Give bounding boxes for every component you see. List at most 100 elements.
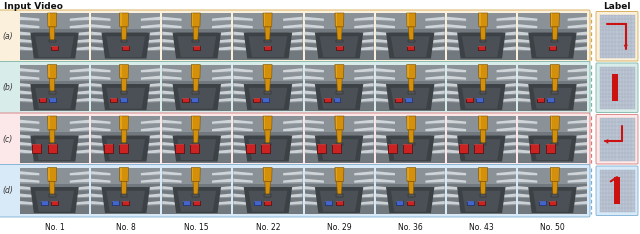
Polygon shape xyxy=(141,24,160,28)
Polygon shape xyxy=(141,32,160,36)
Polygon shape xyxy=(426,91,445,95)
Bar xyxy=(112,201,119,202)
Polygon shape xyxy=(212,98,232,102)
Polygon shape xyxy=(376,182,395,183)
Bar xyxy=(466,98,473,102)
Polygon shape xyxy=(568,24,587,28)
Polygon shape xyxy=(234,175,253,176)
Polygon shape xyxy=(163,83,182,87)
Polygon shape xyxy=(141,71,160,73)
Bar xyxy=(479,91,486,94)
Polygon shape xyxy=(141,101,160,103)
Polygon shape xyxy=(177,88,216,109)
Polygon shape xyxy=(552,78,557,91)
Bar xyxy=(333,98,340,99)
Bar xyxy=(192,91,199,94)
Polygon shape xyxy=(212,86,232,88)
Bar xyxy=(325,201,332,202)
Polygon shape xyxy=(173,33,221,58)
Bar xyxy=(324,98,331,102)
Polygon shape xyxy=(550,13,559,27)
Polygon shape xyxy=(163,17,182,21)
Polygon shape xyxy=(568,101,587,103)
Bar xyxy=(551,117,552,128)
Polygon shape xyxy=(426,138,445,139)
Polygon shape xyxy=(408,27,414,40)
Bar xyxy=(39,98,46,102)
Polygon shape xyxy=(283,83,303,87)
Polygon shape xyxy=(141,86,160,88)
Polygon shape xyxy=(518,20,537,22)
Polygon shape xyxy=(163,182,182,183)
Polygon shape xyxy=(212,194,232,198)
Polygon shape xyxy=(426,35,445,37)
Bar xyxy=(478,201,484,205)
Polygon shape xyxy=(568,47,587,51)
Polygon shape xyxy=(355,171,374,176)
Bar xyxy=(91,116,160,132)
Polygon shape xyxy=(518,101,537,103)
Polygon shape xyxy=(141,91,160,95)
Polygon shape xyxy=(426,17,445,21)
Polygon shape xyxy=(234,91,253,95)
Bar xyxy=(551,65,552,77)
Bar xyxy=(163,168,232,214)
Polygon shape xyxy=(234,142,253,146)
Bar xyxy=(192,194,199,197)
Polygon shape xyxy=(212,94,232,95)
Polygon shape xyxy=(141,171,160,176)
Polygon shape xyxy=(355,24,374,28)
Polygon shape xyxy=(497,145,516,147)
Polygon shape xyxy=(305,68,324,72)
Polygon shape xyxy=(20,145,39,147)
Polygon shape xyxy=(568,83,587,87)
Bar xyxy=(335,201,342,205)
Polygon shape xyxy=(305,201,324,205)
Polygon shape xyxy=(305,32,324,36)
Polygon shape xyxy=(163,138,182,139)
Polygon shape xyxy=(497,71,516,73)
Polygon shape xyxy=(234,186,253,190)
Bar xyxy=(518,116,587,132)
Polygon shape xyxy=(163,171,182,176)
Bar xyxy=(324,98,331,99)
Bar xyxy=(478,47,484,50)
Bar xyxy=(191,98,198,99)
Polygon shape xyxy=(102,84,150,110)
Bar xyxy=(447,116,516,132)
Polygon shape xyxy=(20,24,39,28)
Polygon shape xyxy=(355,35,374,37)
Bar xyxy=(404,98,412,99)
Polygon shape xyxy=(518,24,537,28)
Polygon shape xyxy=(70,153,89,154)
Text: No. 43: No. 43 xyxy=(469,223,493,232)
FancyBboxPatch shape xyxy=(596,11,638,61)
Polygon shape xyxy=(20,120,39,124)
Polygon shape xyxy=(20,123,39,124)
Polygon shape xyxy=(497,86,516,88)
Polygon shape xyxy=(376,83,395,87)
Polygon shape xyxy=(497,50,516,51)
Bar xyxy=(518,13,587,59)
Polygon shape xyxy=(447,71,466,73)
Polygon shape xyxy=(141,189,160,191)
Polygon shape xyxy=(283,123,303,124)
Polygon shape xyxy=(408,181,414,194)
Polygon shape xyxy=(305,120,324,124)
Polygon shape xyxy=(234,47,253,51)
Polygon shape xyxy=(212,145,232,147)
Polygon shape xyxy=(20,71,39,73)
Polygon shape xyxy=(305,197,324,198)
Bar xyxy=(122,201,129,202)
Polygon shape xyxy=(518,50,537,51)
Bar xyxy=(112,201,119,205)
Bar xyxy=(120,143,127,145)
Bar xyxy=(163,65,232,111)
Polygon shape xyxy=(447,204,466,206)
Polygon shape xyxy=(355,194,374,198)
Bar xyxy=(551,168,552,180)
Polygon shape xyxy=(91,145,111,147)
Polygon shape xyxy=(447,145,466,147)
Polygon shape xyxy=(426,39,445,43)
Polygon shape xyxy=(355,150,374,154)
